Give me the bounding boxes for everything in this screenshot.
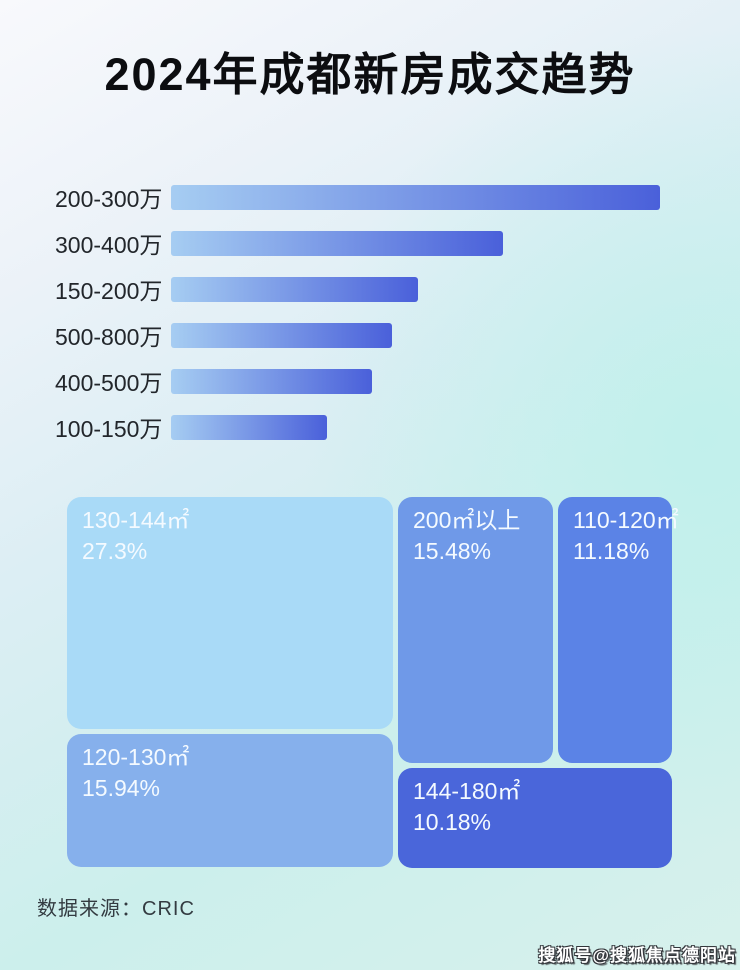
bar-category-label: 150-200万 — [55, 278, 163, 304]
treemap-block-label: 110-120㎡ — [573, 507, 679, 533]
treemap-block-label: 130-144㎡ — [82, 507, 190, 533]
price-range-bar — [171, 414, 327, 440]
treemap-block: 144-180㎡ 10.18% — [398, 768, 672, 868]
bar-row: 200-300万 — [0, 184, 740, 212]
treemap-block-percent: 27.3% — [82, 538, 148, 564]
price-range-bar-chart: 200-300万 300-400万 150-200万 500-800万 400-500万… — [0, 184, 740, 460]
price-range-bar — [171, 276, 418, 302]
bar-category-label: 500-800万 — [55, 324, 163, 350]
bar-category-label: 300-400万 — [55, 232, 163, 258]
treemap-block: 110-120㎡ 11.18% — [558, 497, 679, 763]
bar-row: 400-500万 — [0, 368, 740, 396]
treemap-block: 120-130㎡ 15.94% — [67, 734, 393, 867]
watermark-text: 搜狐号@搜狐焦点德阳站 — [538, 946, 736, 965]
bar-row: 500-800万 — [0, 322, 740, 350]
bar-row: 100-150万 — [0, 414, 740, 442]
treemap-block-percent: 15.94% — [82, 775, 161, 801]
price-range-bar — [171, 230, 503, 256]
price-range-bar — [171, 368, 372, 394]
treemap-block-label: 144-180㎡ — [413, 778, 521, 804]
treemap-block-label: 120-130㎡ — [82, 744, 190, 770]
treemap-block: 130-144㎡ 27.3% — [67, 497, 393, 729]
treemap-block-percent: 11.18% — [573, 538, 650, 564]
bar-row: 150-200万 — [0, 276, 740, 304]
bar-category-label: 400-500万 — [55, 370, 163, 396]
data-source-label: 数据来源：CRIC — [37, 898, 195, 920]
bar-row: 300-400万 — [0, 230, 740, 258]
page-title: 2024年成都新房成交趋势 — [104, 49, 636, 100]
bar-category-label: 200-300万 — [55, 186, 163, 212]
treemap-block-label: 200㎡以上 — [413, 507, 521, 533]
price-range-bar — [171, 322, 392, 348]
treemap-block-percent: 10.18% — [413, 809, 492, 835]
bar-category-label: 100-150万 — [55, 416, 163, 442]
price-range-bar — [171, 184, 660, 210]
treemap-block: 200㎡以上 15.48% — [398, 497, 553, 763]
treemap-block-percent: 15.48% — [413, 538, 492, 564]
